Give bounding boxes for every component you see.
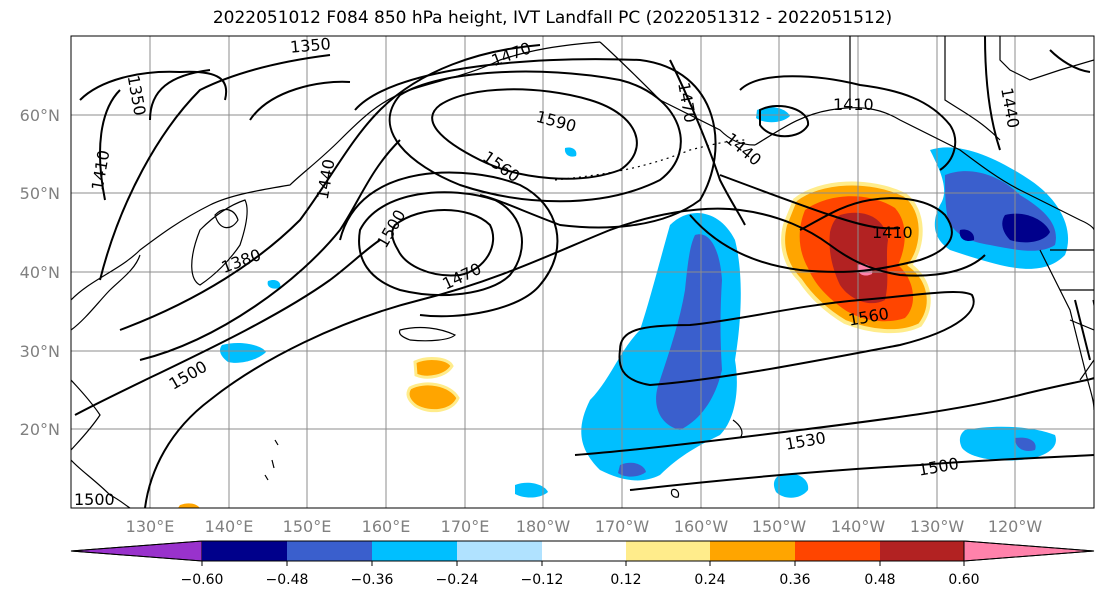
- colorbar-tick-label: 0.24: [694, 572, 725, 588]
- lon-label-120w: 120°W: [988, 517, 1043, 536]
- lon-label-130e: 130°E: [126, 517, 175, 536]
- colorbar-tick-label: 0.48: [864, 572, 895, 588]
- colorbar-bin: [457, 541, 542, 561]
- colorbar: −0.60 −0.48 −0.36 −0.24 −0.12 0.12 0.24 …: [70, 540, 1095, 588]
- colorbar-bin: [202, 541, 287, 561]
- colorbar-ticks: [201, 561, 965, 566]
- coastlines: [71, 36, 1094, 508]
- contour-label: 1410: [833, 95, 874, 114]
- colorbar-tick-label: 0.36: [779, 572, 810, 588]
- lon-label-130w: 130°W: [910, 517, 965, 536]
- lon-label-170e: 170°E: [441, 517, 490, 536]
- colorbar-arrow-low: [70, 540, 203, 562]
- lon-label-170w: 170°W: [595, 517, 650, 536]
- lat-label-30n: 30°N: [20, 342, 60, 361]
- lat-label-50n: 50°N: [20, 184, 60, 203]
- colorbar-tick-label: −0.60: [181, 572, 224, 588]
- longitude-labels: 130°E 140°E 150°E 160°E 170°E 180°W 170°…: [126, 517, 1043, 536]
- colorbar-bin: [880, 541, 964, 561]
- lat-label-20n: 20°N: [20, 420, 60, 439]
- colorbar-bin: [542, 541, 626, 561]
- lat-label-40n: 40°N: [20, 263, 60, 282]
- colorbar-bin: [287, 541, 372, 561]
- graticule: [71, 36, 1094, 508]
- colorbar-bin: [626, 541, 710, 561]
- colorbar-tick-label: −0.36: [351, 572, 394, 588]
- lon-label-140w: 140°W: [831, 517, 886, 536]
- colorbar-tick-label: −0.48: [266, 572, 309, 588]
- map-panel: 1350 1470 1470 1350 1410 1440 1440 1590 …: [71, 34, 1094, 509]
- lon-label-160w: 160°W: [674, 517, 729, 536]
- map-frame: [70, 35, 1095, 509]
- lat-label-60n: 60°N: [20, 106, 60, 125]
- contour-label: 1350: [289, 34, 331, 56]
- colorbar-tick-label: −0.12: [521, 572, 564, 588]
- colorbar-tick-label: −0.24: [436, 572, 479, 588]
- height-contours: [74, 36, 1094, 508]
- colorbar-tick-label: 0.12: [610, 572, 641, 588]
- latitude-labels: 60°N 50°N 40°N 30°N 20°N: [20, 106, 60, 439]
- colorbar-bin: [795, 541, 880, 561]
- lon-label-160e: 160°E: [362, 517, 411, 536]
- contour-label: 1410: [872, 223, 913, 242]
- colorbar-tick-label: 0.60: [948, 572, 979, 588]
- lon-label-180w: 180°W: [516, 517, 571, 536]
- contour-label: 1500: [74, 490, 115, 509]
- lon-label-150e: 150°E: [283, 517, 332, 536]
- lon-label-140e: 140°E: [205, 517, 254, 536]
- colorbar-bin: [372, 541, 457, 561]
- lon-label-150w: 150°W: [752, 517, 807, 536]
- map-title: 2022051012 F084 850 hPa height, IVT Land…: [212, 8, 893, 28]
- colorbar-bin: [710, 541, 795, 561]
- colorbar-arrow-high: [963, 540, 1095, 562]
